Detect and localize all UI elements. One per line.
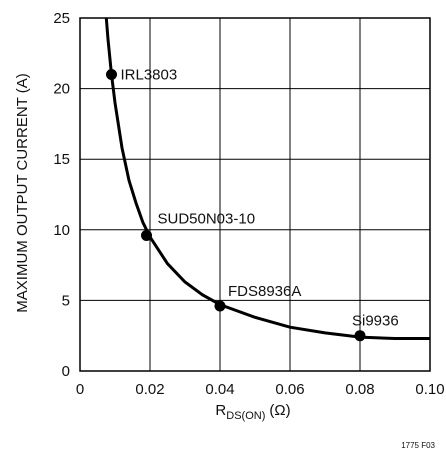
x-tick-label: 0.04	[205, 381, 234, 398]
x-tick-label: 0	[76, 381, 84, 398]
y-tick-label: 0	[62, 363, 70, 380]
data-point	[141, 229, 152, 241]
data-points: IRL3803 SUD50N03-10 FDS8936A Si9936	[106, 66, 399, 342]
x-axis-title: RDS(ON) (Ω)	[215, 402, 290, 422]
grid	[80, 18, 430, 371]
data-point	[106, 68, 117, 80]
x-tick-label: 0.08	[345, 381, 374, 398]
x-axis-title-main: R	[215, 402, 226, 419]
tick-labels: 0 0.02 0.04 0.06 0.08 0.10 0 5 10 15 20 25	[53, 10, 444, 398]
plot-frame	[79, 17, 431, 372]
figure-id: 1775 F03	[401, 441, 435, 450]
y-tick-label: 20	[53, 81, 70, 98]
x-tick-label: 0.06	[275, 381, 304, 398]
y-tick-label: 15	[53, 151, 70, 168]
x-tick-label: 0.02	[135, 381, 164, 398]
y-tick-label: 25	[53, 10, 70, 27]
y-tick-label: 10	[53, 222, 70, 239]
x-axis-title-subscript: DS(ON)	[226, 410, 265, 422]
point-label: Si9936	[352, 313, 399, 330]
point-label: FDS8936A	[228, 283, 301, 300]
y-tick-label: 5	[62, 292, 70, 309]
x-tick-label: 0.10	[415, 381, 444, 398]
data-point	[354, 330, 366, 342]
point-label: IRL3803	[121, 66, 178, 83]
data-point	[214, 300, 226, 312]
point-label: SUD50N03-10	[158, 210, 256, 227]
series-line	[104, 17, 430, 340]
y-axis-title: MAXIMUM OUTPUT CURRENT (A)	[14, 73, 31, 312]
x-axis-title-unit: (Ω)	[269, 402, 290, 419]
